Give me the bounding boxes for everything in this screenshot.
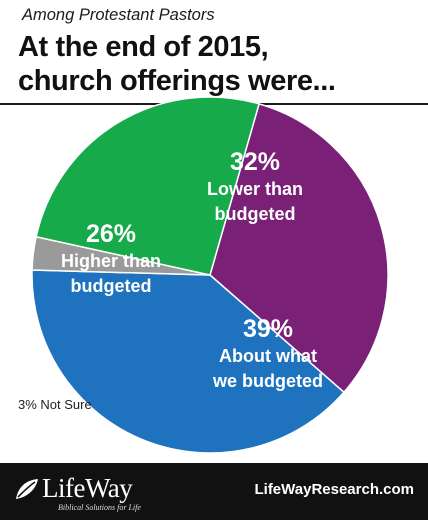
slice-label-higher-pct: 26% [86,220,136,248]
website-link[interactable]: LifeWayResearch.com [254,481,414,498]
slice-label-not-sure: 3% Not Sure [18,397,92,412]
slice-label-about-pct: 39% [243,315,293,343]
slice-label-about-line1: About what [219,346,317,366]
footer-bar: LifeWay Biblical Solutions for Life Life… [0,463,428,520]
pie-slice-lower [209,102,389,394]
pie-slices [31,96,389,454]
lifeway-logo[interactable]: LifeWay Biblical Solutions for Life [12,473,162,512]
slice-label-lower-pct: 32% [230,148,280,176]
logo-wordmark: LifeWay [42,473,133,503]
title-line-1: At the end of 2015, [18,31,269,63]
title-line-2: church offerings were... [18,65,336,97]
pie-slice-higher [35,96,260,276]
slice-label-lower-line1: Lower than [207,179,303,199]
logo-tagline: Biblical Solutions for Life [58,503,141,512]
lifeway-leaf-icon [16,479,38,499]
slice-label-lower-line2: budgeted [215,204,296,224]
slice-label-higher-line2: budgeted [71,276,152,296]
slice-label-higher-line1: Higher than [61,251,161,271]
pie-chart: 32% Lower than budgeted 39% About what w… [18,96,389,454]
chart-title: At the end of 2015, church offerings wer… [18,30,418,98]
chart-subtitle: Among Protestant Pastors [22,6,215,24]
pie-slice-about [31,269,345,454]
slice-label-about-line2: we budgeted [212,371,323,391]
